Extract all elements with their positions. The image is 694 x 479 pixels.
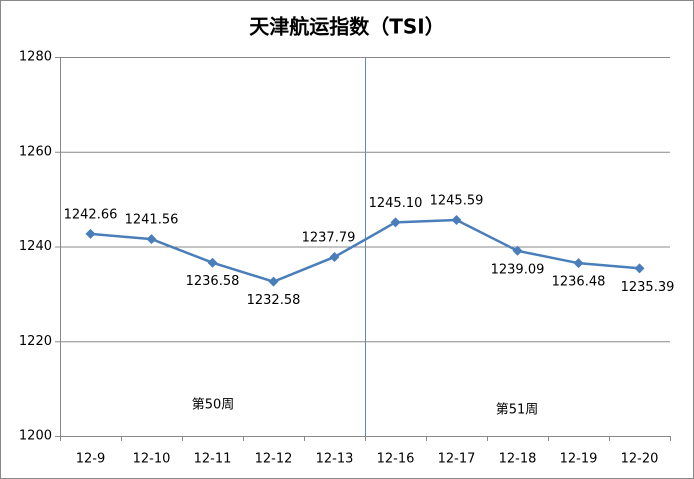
data-label: 1236.58 — [186, 274, 240, 289]
data-point — [146, 234, 157, 245]
x-tick-label: 12-13 — [316, 452, 354, 467]
series-line — [90, 218, 640, 283]
data-point — [268, 276, 279, 287]
week-annotation: 第50周 — [192, 398, 235, 413]
x-tick-label: 12-11 — [194, 452, 232, 467]
x-tick-label: 12-20 — [621, 452, 659, 467]
y-tick-label: 1280 — [19, 50, 52, 65]
data-label: 1245.10 — [369, 196, 423, 211]
data-point — [329, 251, 340, 262]
y-tick-label: 1220 — [19, 334, 52, 349]
y-tick-label: 1240 — [19, 239, 52, 254]
x-tick-label: 12-9 — [76, 452, 106, 467]
data-label: 1245.59 — [430, 194, 484, 209]
data-point — [573, 258, 584, 269]
x-tick-label: 12-12 — [255, 452, 293, 467]
x-tick-label: 12-19 — [560, 452, 598, 467]
y-tick-label: 1200 — [19, 429, 52, 444]
x-tick-label: 12-17 — [438, 452, 476, 467]
data-point — [512, 245, 523, 256]
x-tick-label: 12-10 — [133, 452, 171, 467]
data-label: 1232.58 — [247, 293, 301, 308]
week-annotation: 第51周 — [496, 403, 539, 418]
data-label: 1242.66 — [64, 207, 118, 222]
data-point — [451, 215, 462, 226]
data-point — [85, 228, 96, 239]
data-label: 1241.56 — [125, 213, 179, 228]
data-point — [634, 263, 645, 274]
x-tick-label: 12-18 — [499, 452, 537, 467]
data-label: 1235.39 — [621, 280, 675, 295]
data-label: 1239.09 — [491, 262, 545, 277]
data-label: 1236.48 — [552, 275, 606, 290]
chart-title: 天津航运指数（TSI） — [249, 15, 445, 39]
x-tick-label: 12-16 — [377, 452, 415, 467]
data-point — [390, 217, 401, 228]
data-point — [207, 257, 218, 268]
data-label: 1237.79 — [302, 230, 356, 245]
y-tick-label: 1260 — [19, 144, 52, 159]
